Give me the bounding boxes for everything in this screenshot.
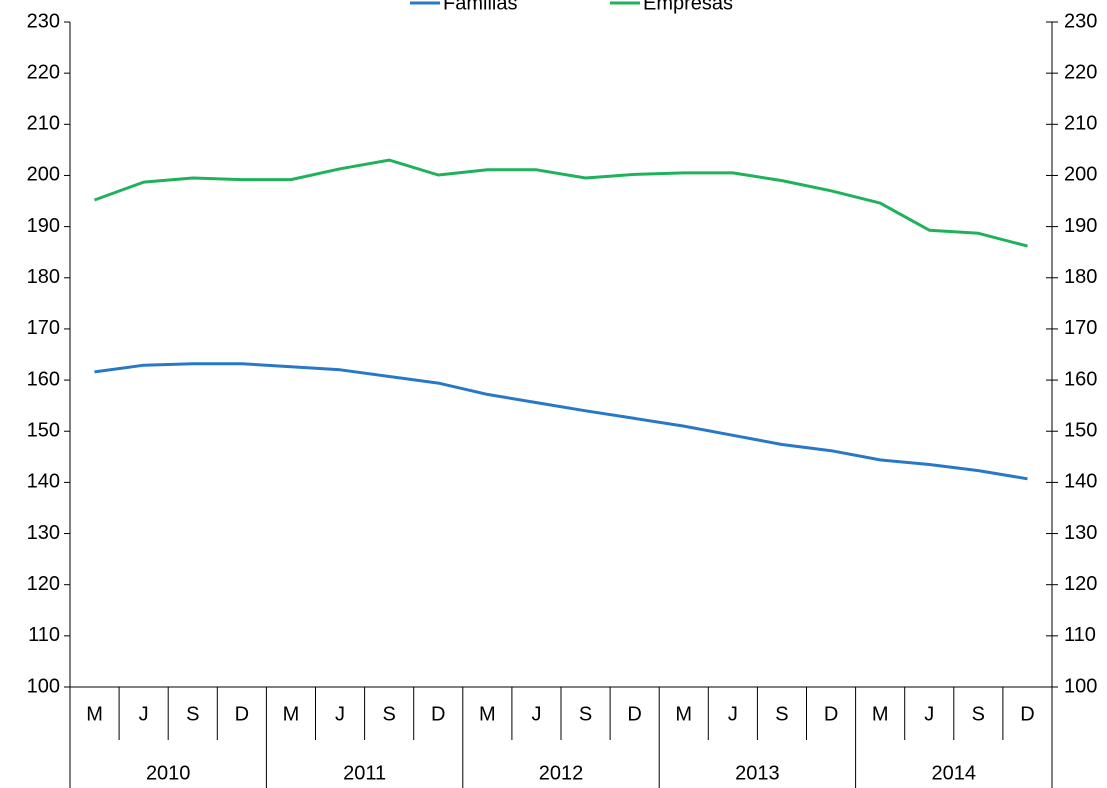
- y2-tick-label: 140: [1064, 471, 1097, 493]
- x-tick-label: M: [283, 703, 300, 725]
- group-label: 2014: [932, 762, 977, 784]
- y2-tick-label: 110: [1064, 624, 1096, 646]
- x-tick-label: J: [531, 703, 541, 725]
- x-tick-label: M: [675, 703, 692, 725]
- y2-tick-label: 100: [1064, 675, 1097, 697]
- x-tick-label: D: [824, 703, 838, 725]
- legend-label: Familias: [443, 0, 517, 14]
- series-line: [93, 158, 1028, 248]
- y-tick-label: 170: [27, 317, 60, 339]
- y-tick-label: 210: [27, 113, 60, 135]
- y-tick-label: 220: [27, 61, 60, 83]
- x-tick-label: S: [775, 703, 788, 725]
- group-label: 2010: [146, 762, 191, 784]
- x-tick-label: M: [86, 703, 103, 725]
- x-tick-label: J: [335, 703, 345, 725]
- y-tick-label: 140: [27, 471, 60, 493]
- group-label: 2013: [735, 762, 780, 784]
- y2-tick-label: 190: [1064, 215, 1097, 237]
- x-tick-label: J: [139, 703, 149, 725]
- y-tick-label: 180: [27, 266, 60, 288]
- y-tick-label: 160: [27, 368, 60, 390]
- y-tick-label: 120: [27, 573, 60, 595]
- x-tick-label: M: [872, 703, 889, 725]
- y2-tick-label: 130: [1064, 522, 1097, 544]
- x-tick-label: S: [972, 703, 985, 725]
- y-tick-label: 190: [27, 215, 60, 237]
- x-tick-label: J: [728, 703, 738, 725]
- y2-tick-label: 200: [1064, 164, 1097, 186]
- y2-tick-label: 220: [1064, 61, 1097, 83]
- group-label: 2012: [539, 762, 584, 784]
- legend-label: Empresas: [643, 0, 733, 14]
- y2-tick-label: 150: [1064, 420, 1097, 442]
- y2-tick-label: 210: [1064, 113, 1097, 135]
- y-tick-label: 200: [27, 164, 60, 186]
- y2-tick-label: 120: [1064, 573, 1097, 595]
- x-tick-label: J: [924, 703, 934, 725]
- y-tick-label: 100: [27, 675, 60, 697]
- y2-tick-label: 180: [1064, 266, 1097, 288]
- x-tick-label: D: [235, 703, 249, 725]
- y-tick-label: 150: [27, 420, 60, 442]
- y2-tick-label: 230: [1064, 10, 1097, 32]
- x-tick-label: S: [186, 703, 199, 725]
- x-tick-label: D: [1020, 703, 1034, 725]
- x-tick-label: D: [627, 703, 641, 725]
- x-tick-label: S: [382, 703, 395, 725]
- x-tick-label: D: [431, 703, 445, 725]
- group-label: 2011: [343, 762, 386, 784]
- y-tick-label: 110: [28, 624, 60, 646]
- y-tick-label: 230: [27, 10, 60, 32]
- x-tick-label: S: [579, 703, 592, 725]
- y2-tick-label: 170: [1064, 317, 1097, 339]
- y-tick-label: 130: [27, 522, 60, 544]
- x-tick-label: M: [479, 703, 496, 725]
- y2-tick-label: 160: [1064, 368, 1097, 390]
- series-line: [94, 362, 1028, 481]
